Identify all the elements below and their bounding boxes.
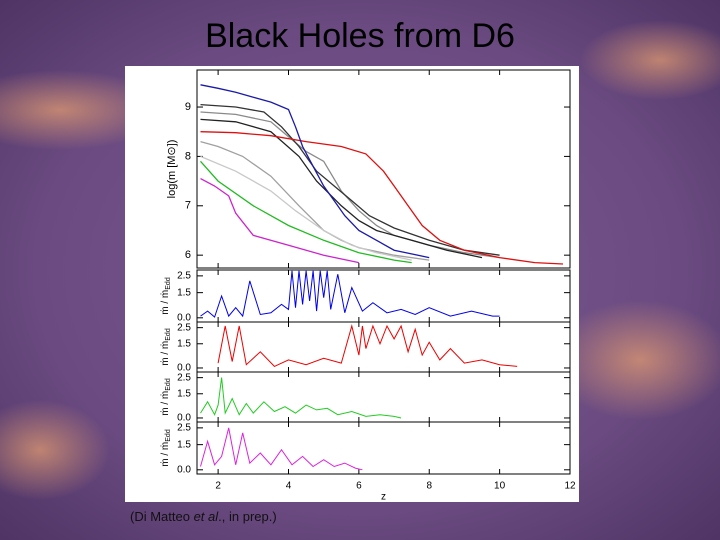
series-line	[200, 270, 500, 318]
y-tick-label: 1.5	[177, 287, 191, 298]
series-line	[200, 155, 412, 261]
y-axis-label-text: ṁ / ṁ	[160, 391, 171, 416]
y-tick-label: 2.5	[177, 271, 191, 282]
x-tick-label: 6	[356, 481, 362, 492]
y-tick-label: 2.5	[177, 322, 191, 333]
y-tick-label: 8	[185, 150, 191, 162]
y-tick-label: 0.0	[177, 464, 191, 475]
x-tick-label: 4	[286, 481, 292, 492]
series-line	[200, 427, 363, 471]
y-axis-label-text: ṁ / ṁ	[160, 442, 171, 467]
y-tick-label: 9	[185, 101, 191, 113]
y-tick-label: 6	[185, 249, 191, 261]
series-line	[200, 103, 500, 256]
figure-panel	[125, 66, 579, 502]
series-line	[200, 377, 402, 419]
y-axis-label-text: ṁ / ṁ	[160, 290, 171, 315]
y-axis-label: ṁ / ṁEdd	[160, 328, 172, 366]
y-tick-label: 1.5	[177, 338, 191, 349]
y-axis-label-sub: Edd	[165, 328, 172, 341]
series-line	[200, 84, 430, 259]
slide-title: Black Holes from D6	[205, 17, 515, 55]
y-tick-label: 0.0	[177, 363, 191, 374]
y-axis-label: ṁ / ṁEdd	[160, 429, 172, 467]
x-tick-label: 2	[215, 481, 221, 492]
caption-part: ., in prep.)	[218, 509, 277, 524]
series-line	[200, 131, 564, 265]
y-axis-label: log(m [M⊙])	[166, 140, 178, 199]
caption: (Di Matteo et al., in prep.)	[130, 509, 277, 524]
y-axis-label: ṁ / ṁEdd	[160, 277, 172, 315]
series-line	[200, 118, 483, 259]
y-axis-label-sub: Edd	[165, 277, 172, 290]
series-line	[200, 178, 360, 264]
series-line	[200, 160, 412, 264]
y-tick-label: 0.0	[177, 312, 191, 323]
x-tick-label: 12	[564, 481, 576, 492]
plot-frame	[196, 421, 571, 475]
y-tick-label: 0.0	[177, 413, 191, 424]
series-line	[217, 324, 518, 368]
background-glow	[0, 400, 110, 500]
y-tick-label: 2.5	[177, 372, 191, 383]
x-tick-label: 8	[426, 481, 432, 492]
x-tick-label: 10	[494, 481, 506, 492]
caption-part: (Di Matteo	[130, 509, 194, 524]
y-axis-label: ṁ / ṁEdd	[160, 378, 172, 416]
y-axis-label-text: ṁ / ṁ	[160, 341, 171, 366]
series-line	[200, 140, 430, 261]
plot-frame	[196, 69, 571, 269]
y-tick-label: 2.5	[177, 423, 191, 434]
y-tick-label: 7	[185, 200, 191, 212]
background-glow	[550, 300, 720, 420]
y-tick-label: 1.5	[177, 388, 191, 399]
y-tick-label: 1.5	[177, 439, 191, 450]
y-axis-label-text: log(m [M⊙])	[166, 140, 178, 199]
y-axis-label-sub: Edd	[165, 378, 172, 391]
caption-part: et al	[194, 509, 220, 524]
y-axis-label-sub: Edd	[165, 429, 172, 442]
background-glow	[580, 20, 720, 100]
x-axis-label: z	[381, 492, 386, 503]
